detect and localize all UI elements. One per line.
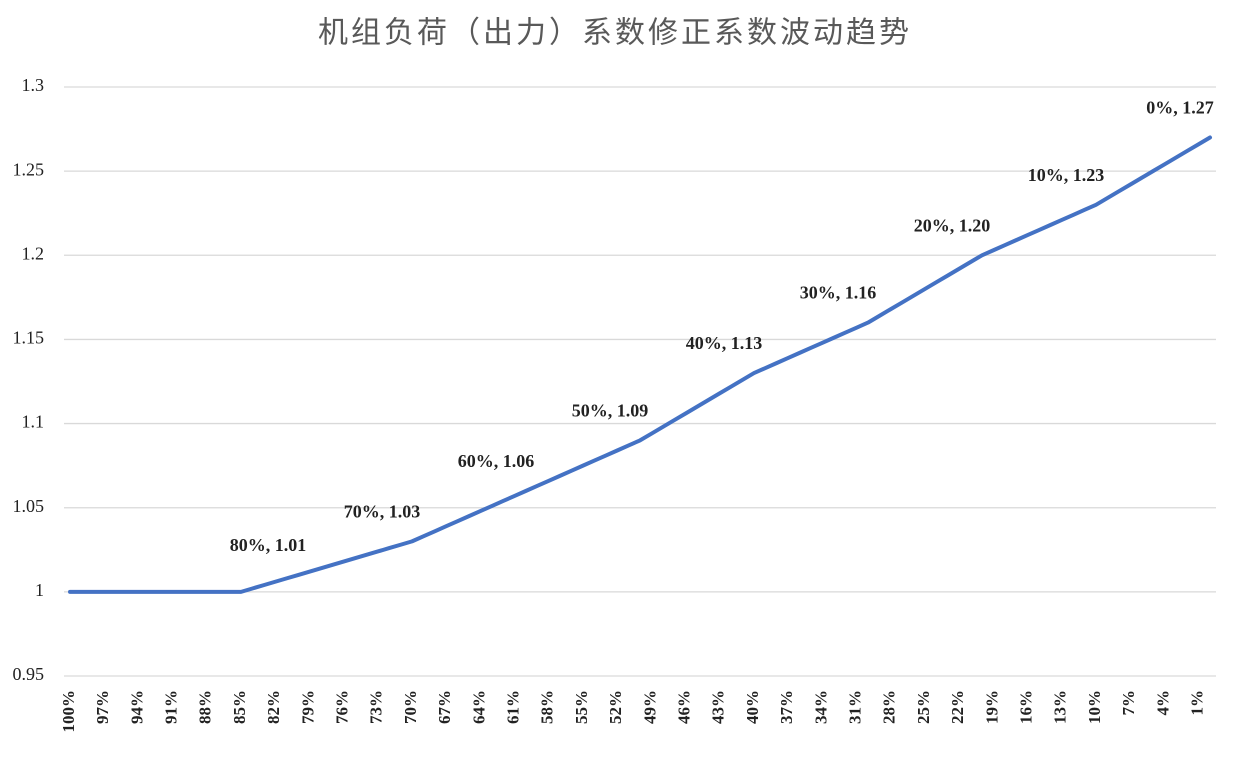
x-tick-label: 76% [333,690,352,724]
x-tick-label: 70% [401,690,420,724]
x-tick-label: 61% [504,690,523,724]
data-label: 50%, 1.09 [572,401,649,421]
x-tick-label: 82% [264,690,283,724]
data-label: 40%, 1.13 [686,333,763,353]
y-tick-label: 0.95 [13,664,45,684]
x-tick-label: 85% [230,690,249,724]
x-tick-label: 31% [846,690,865,724]
x-tick-label: 10% [1085,690,1104,724]
x-tick-label: 64% [469,690,488,724]
x-tick-label: 52% [606,690,625,724]
data-label: 70%, 1.03 [344,501,421,521]
x-tick-label: 100% [59,690,78,733]
x-tick-label: 16% [1017,690,1036,724]
y-tick-label: 1.05 [13,496,45,516]
chart-title: 机组负荷（出力）系数修正系数波动趋势 [318,16,912,51]
data-label: 80%, 1.01 [230,535,307,555]
x-tick-label: 94% [127,690,146,724]
y-tick-label: 1 [35,580,44,600]
data-label: 60%, 1.06 [458,451,535,471]
x-tick-label: 22% [948,690,967,724]
x-tick-label: 43% [709,690,728,724]
y-tick-label: 1.15 [13,328,45,348]
x-tick-label: 25% [914,690,933,724]
data-label: 10%, 1.23 [1028,165,1105,185]
x-tick-label: 19% [982,690,1001,724]
x-tick-label: 67% [435,690,454,724]
x-tick-label: 28% [880,690,899,724]
x-tick-label: 37% [777,690,796,724]
x-tick-label: 73% [367,690,386,724]
data-label: 20%, 1.20 [914,215,991,235]
x-tick-label: 1% [1188,690,1207,716]
y-tick-label: 1.1 [22,412,45,432]
y-tick-label: 1.25 [13,159,45,179]
y-tick-label: 1.2 [22,243,45,263]
x-tick-label: 58% [538,690,557,724]
x-tick-label: 49% [640,690,659,724]
x-tick-label: 97% [93,690,112,724]
data-label: 30%, 1.16 [800,283,877,303]
x-tick-label: 7% [1119,690,1138,716]
series-line [68,135,1212,594]
x-tick-label: 55% [572,690,591,724]
x-tick-label: 13% [1051,690,1070,724]
x-tick-label: 40% [743,690,762,724]
x-tick-label: 88% [196,690,215,724]
x-tick-label: 46% [675,690,694,724]
data-label: 0%, 1.27 [1146,98,1214,118]
x-tick-label: 79% [298,690,317,724]
x-tick-label: 4% [1153,690,1172,716]
x-tick-label: 34% [811,690,830,724]
y-tick-label: 1.3 [22,75,45,95]
x-tick-label: 91% [162,690,181,724]
